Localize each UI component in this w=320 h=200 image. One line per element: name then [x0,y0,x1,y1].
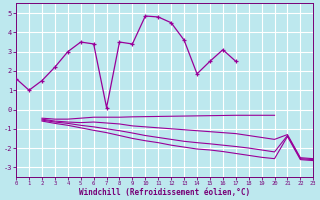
X-axis label: Windchill (Refroidissement éolien,°C): Windchill (Refroidissement éolien,°C) [79,188,250,197]
